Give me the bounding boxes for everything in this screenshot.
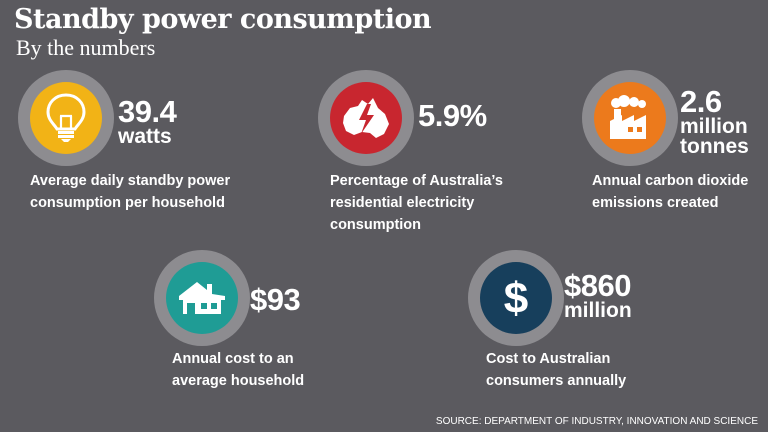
dollar-icon: $ — [480, 262, 552, 334]
stat-value: 39.4 — [118, 94, 177, 129]
svg-text:$: $ — [504, 274, 528, 323]
stat-description: Annual carbon dioxide emissions created — [592, 173, 749, 211]
stat-value: $93 — [250, 282, 301, 317]
stat-unit: watts — [118, 125, 172, 148]
lightbulb-icon — [30, 82, 102, 154]
icon-ring — [154, 250, 250, 346]
stat-unit-line2: tonnes — [680, 135, 749, 158]
page-title: Standby power consumption — [14, 4, 432, 35]
stat-description: Percentage of Australia’s residential el… — [330, 173, 503, 233]
icon-ring: $ — [468, 250, 564, 346]
stat-standby-power: 39.4 watts Average daily standby power c… — [18, 70, 268, 220]
stat-unit: million — [564, 299, 632, 322]
source-credit: SOURCE: DEPARTMENT OF INDUSTRY, INNOVATI… — [435, 416, 758, 427]
stat-description: Cost to Australian consumers annually — [486, 351, 627, 389]
page-subtitle: By the numbers — [16, 35, 156, 60]
stat-value: $860 — [564, 268, 631, 303]
stat-residential-share: 5.9% Percentage of Australia’s residenti… — [318, 70, 568, 240]
stat-description: Annual cost to an average household — [172, 351, 305, 389]
stat-consumer-cost: $ $860 million Cost to Australian consum… — [468, 250, 728, 400]
australia-lightning-icon — [330, 82, 402, 154]
stat-carbon-emissions: 2.6 million tonnes Annual carbon dioxide… — [582, 70, 762, 220]
icon-ring — [18, 70, 114, 166]
icon-ring — [318, 70, 414, 166]
stat-household-cost: $93 Annual cost to an average household — [154, 250, 414, 400]
stat-description: Average daily standby power consumption … — [30, 173, 231, 211]
stat-value: 5.9% — [418, 98, 487, 133]
stat-unit-line1: million — [680, 115, 748, 138]
factory-icon — [594, 82, 666, 154]
icon-ring — [582, 70, 678, 166]
house-icon — [166, 262, 238, 334]
stat-value: 2.6 — [680, 84, 722, 119]
